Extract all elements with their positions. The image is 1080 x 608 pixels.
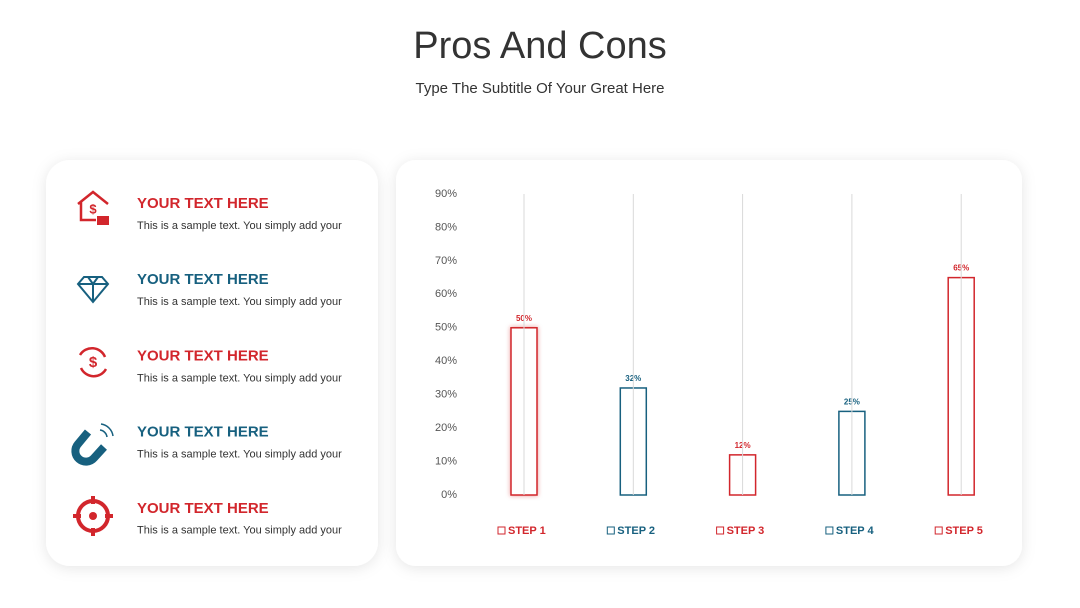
legend-swatch (497, 526, 506, 535)
legend-label: STEP 3 (727, 525, 765, 537)
y-tick-label: 90% (435, 188, 457, 200)
item-title: YOUR TEXT HERE (137, 347, 269, 364)
legend-swatch (606, 526, 615, 535)
item-list: YOUR TEXT HERE This is a sample text. You… (137, 195, 342, 537)
stamp-icon (97, 216, 109, 225)
icons: $ $ (71, 190, 114, 536)
item-text: This is a sample text. You simply add yo… (137, 525, 342, 537)
legend-swatch (716, 526, 725, 535)
item-title: YOUR TEXT HERE (137, 271, 269, 288)
y-tick-label: 50% (435, 322, 457, 334)
y-tick-label: 20% (435, 422, 457, 434)
chart: 0%10%20%30%40%50%60%70%80%90%50%STEP 132… (435, 188, 983, 537)
house-icon (77, 190, 109, 222)
left-panel (46, 160, 378, 566)
y-tick-label: 80% (435, 221, 457, 233)
legend-swatch (825, 526, 834, 535)
y-tick-label: 40% (435, 355, 457, 367)
legend-label: STEP 1 (508, 525, 546, 537)
dollar-icon: $ (89, 354, 98, 371)
legend-swatch (934, 526, 943, 535)
diamond-icon (76, 276, 110, 304)
item-title: YOUR TEXT HERE (137, 500, 269, 517)
y-tick-label: 60% (435, 288, 457, 300)
y-tick-label: 70% (435, 255, 457, 267)
legend-label: STEP 5 (945, 525, 983, 537)
target-center (89, 512, 97, 520)
dollar-icon: $ (89, 201, 97, 216)
legend-label: STEP 4 (836, 525, 875, 537)
y-tick-label: 30% (435, 389, 457, 401)
item-text: This is a sample text. You simply add yo… (137, 296, 342, 308)
magnet-icon (71, 429, 107, 466)
target-ticks (73, 496, 113, 536)
item-text: This is a sample text. You simply add yo… (137, 372, 342, 384)
exchange-icon (78, 347, 108, 378)
chart-panel (396, 160, 1022, 566)
signal-icon (99, 423, 114, 438)
item-text: This is a sample text. You simply add yo… (137, 220, 342, 232)
subtitle: Type The Subtitle Of Your Great Here (415, 80, 664, 97)
item-title: YOUR TEXT HERE (137, 195, 269, 212)
y-tick-label: 0% (441, 489, 457, 501)
title: Pros And Cons (413, 25, 666, 67)
y-tick-label: 10% (435, 455, 457, 467)
item-title: YOUR TEXT HERE (137, 424, 269, 441)
item-text: This is a sample text. You simply add yo… (137, 449, 342, 461)
legend-label: STEP 2 (617, 525, 655, 537)
